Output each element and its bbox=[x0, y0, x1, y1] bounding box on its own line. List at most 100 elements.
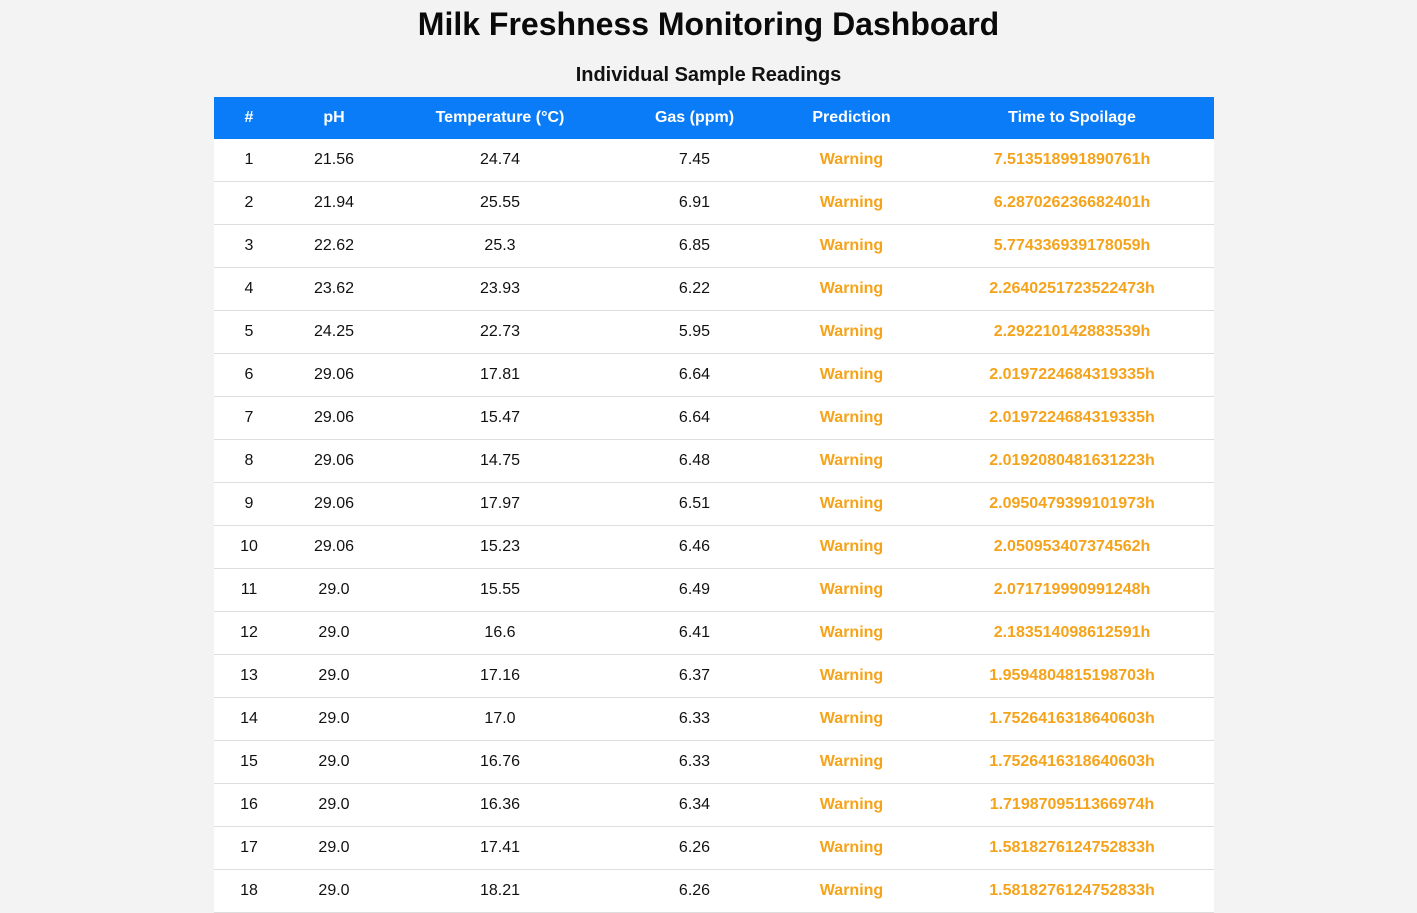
readings-table-container: # pH Temperature (°C) Gas (ppm) Predicti… bbox=[214, 97, 1214, 913]
cell-gas: 6.64 bbox=[616, 353, 773, 397]
cell-time-to-spoilage: 2.050953407374562h bbox=[930, 525, 1214, 569]
table-row: 18 29.0 18.21 6.26 Warning 1.5818276124752833… bbox=[214, 869, 1214, 913]
cell-gas: 6.34 bbox=[616, 783, 773, 827]
cell-gas: 6.48 bbox=[616, 439, 773, 483]
table-row: 14 29.0 17.0 6.33 Warning 1.7526416318640603h bbox=[214, 697, 1214, 741]
cell-prediction: Warning bbox=[773, 396, 930, 440]
cell-temperature: 17.81 bbox=[384, 353, 616, 397]
cell-index: 16 bbox=[214, 783, 284, 827]
cell-index: 4 bbox=[214, 267, 284, 311]
cell-time-to-spoilage: 7.513518991890761h bbox=[930, 139, 1214, 182]
page-title: Milk Freshness Monitoring Dashboard bbox=[417, 6, 1000, 42]
cell-temperature: 18.21 bbox=[384, 869, 616, 913]
readings-table: # pH Temperature (°C) Gas (ppm) Predicti… bbox=[214, 97, 1214, 913]
cell-prediction: Warning bbox=[773, 869, 930, 913]
cell-time-to-spoilage: 1.7198709511366974h bbox=[930, 783, 1214, 827]
cell-ph: 29.06 bbox=[284, 353, 384, 397]
cell-gas: 5.95 bbox=[616, 310, 773, 354]
cell-gas: 6.85 bbox=[616, 224, 773, 268]
cell-index: 2 bbox=[214, 181, 284, 225]
cell-gas: 6.41 bbox=[616, 611, 773, 655]
cell-gas: 6.22 bbox=[616, 267, 773, 311]
cell-temperature: 17.0 bbox=[384, 697, 616, 741]
cell-gas: 6.51 bbox=[616, 482, 773, 526]
cell-temperature: 25.3 bbox=[384, 224, 616, 268]
table-row: 1 21.56 24.74 7.45 Warning 7.513518991890761h bbox=[214, 139, 1214, 182]
cell-index: 1 bbox=[214, 139, 284, 182]
cell-ph: 29.06 bbox=[284, 396, 384, 440]
cell-time-to-spoilage: 2.0192080481631223h bbox=[930, 439, 1214, 483]
cell-ph: 23.62 bbox=[284, 267, 384, 311]
cell-ph: 29.0 bbox=[284, 869, 384, 913]
cell-time-to-spoilage: 2.071719990991248h bbox=[930, 568, 1214, 612]
table-row: 4 23.62 23.93 6.22 Warning 2.2640251723522473… bbox=[214, 267, 1214, 311]
table-body: 1 21.56 24.74 7.45 Warning 7.513518991890761h… bbox=[214, 139, 1214, 913]
cell-ph: 29.0 bbox=[284, 568, 384, 612]
table-header-row: # pH Temperature (°C) Gas (ppm) Predicti… bbox=[214, 97, 1214, 139]
cell-time-to-spoilage: 2.0197224684319335h bbox=[930, 353, 1214, 397]
cell-ph: 29.06 bbox=[284, 439, 384, 483]
table-row: 3 22.62 25.3 6.85 Warning 5.774336939178059h bbox=[214, 224, 1214, 268]
table-row: 17 29.0 17.41 6.26 Warning 1.5818276124752833… bbox=[214, 826, 1214, 870]
cell-time-to-spoilage: 1.7526416318640603h bbox=[930, 740, 1214, 784]
cell-time-to-spoilage: 6.287026236682401h bbox=[930, 181, 1214, 225]
column-header-gas: Gas (ppm) bbox=[654, 109, 735, 126]
table-row: 9 29.06 17.97 6.51 Warning 2.0950479399101973… bbox=[214, 482, 1214, 526]
table-row: 13 29.0 17.16 6.37 Warning 1.9594804815198703… bbox=[214, 654, 1214, 698]
table-row: 6 29.06 17.81 6.64 Warning 2.0197224684319335… bbox=[214, 353, 1214, 397]
section-title: Individual Sample Readings bbox=[575, 64, 842, 86]
cell-temperature: 14.75 bbox=[384, 439, 616, 483]
cell-temperature: 17.97 bbox=[384, 482, 616, 526]
cell-time-to-spoilage: 1.9594804815198703h bbox=[930, 654, 1214, 698]
cell-temperature: 16.36 bbox=[384, 783, 616, 827]
cell-prediction: Warning bbox=[773, 611, 930, 655]
cell-ph: 29.06 bbox=[284, 482, 384, 526]
cell-ph: 29.0 bbox=[284, 697, 384, 741]
cell-ph: 29.0 bbox=[284, 611, 384, 655]
cell-gas: 6.33 bbox=[616, 740, 773, 784]
cell-ph: 29.0 bbox=[284, 826, 384, 870]
cell-time-to-spoilage: 2.183514098612591h bbox=[930, 611, 1214, 655]
table-header: # pH Temperature (°C) Gas (ppm) Predicti… bbox=[214, 97, 1214, 139]
cell-index: 5 bbox=[214, 310, 284, 354]
cell-prediction: Warning bbox=[773, 353, 930, 397]
cell-prediction: Warning bbox=[773, 740, 930, 784]
cell-index: 10 bbox=[214, 525, 284, 569]
cell-index: 11 bbox=[214, 568, 284, 612]
cell-time-to-spoilage: 2.0950479399101973h bbox=[930, 482, 1214, 526]
cell-index: 14 bbox=[214, 697, 284, 741]
cell-gas: 6.26 bbox=[616, 869, 773, 913]
cell-ph: 29.0 bbox=[284, 740, 384, 784]
cell-gas: 6.26 bbox=[616, 826, 773, 870]
cell-time-to-spoilage: 2.2640251723522473h bbox=[930, 267, 1214, 311]
cell-temperature: 16.6 bbox=[384, 611, 616, 655]
cell-time-to-spoilage: 2.0197224684319335h bbox=[930, 396, 1214, 440]
table-row: 11 29.0 15.55 6.49 Warning 2.071719990991248h bbox=[214, 568, 1214, 612]
cell-index: 3 bbox=[214, 224, 284, 268]
cell-prediction: Warning bbox=[773, 697, 930, 741]
cell-prediction: Warning bbox=[773, 224, 930, 268]
cell-index: 12 bbox=[214, 611, 284, 655]
cell-index: 13 bbox=[214, 654, 284, 698]
cell-prediction: Warning bbox=[773, 482, 930, 526]
cell-prediction: Warning bbox=[773, 310, 930, 354]
cell-prediction: Warning bbox=[773, 568, 930, 612]
cell-ph: 21.94 bbox=[284, 181, 384, 225]
table-row: 10 29.06 15.23 6.46 Warning 2.050953407374562… bbox=[214, 525, 1214, 569]
cell-temperature: 24.74 bbox=[384, 139, 616, 182]
table-row: 8 29.06 14.75 6.48 Warning 2.0192080481631223… bbox=[214, 439, 1214, 483]
cell-prediction: Warning bbox=[773, 826, 930, 870]
cell-gas: 7.45 bbox=[616, 139, 773, 182]
cell-prediction: Warning bbox=[773, 654, 930, 698]
cell-prediction: Warning bbox=[773, 439, 930, 483]
cell-time-to-spoilage: 1.7526416318640603h bbox=[930, 697, 1214, 741]
cell-ph: 22.62 bbox=[284, 224, 384, 268]
cell-prediction: Warning bbox=[773, 267, 930, 311]
cell-temperature: 17.41 bbox=[384, 826, 616, 870]
cell-temperature: 17.16 bbox=[384, 654, 616, 698]
cell-ph: 29.0 bbox=[284, 783, 384, 827]
cell-ph: 29.0 bbox=[284, 654, 384, 698]
table-row: 12 29.0 16.6 6.41 Warning 2.183514098612591h bbox=[214, 611, 1214, 655]
cell-ph: 21.56 bbox=[284, 139, 384, 182]
cell-index: 17 bbox=[214, 826, 284, 870]
